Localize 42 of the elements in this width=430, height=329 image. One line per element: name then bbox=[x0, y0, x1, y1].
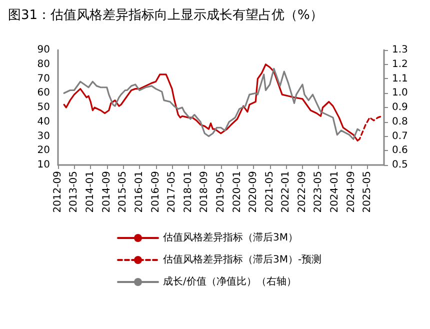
y-tick-label: 10 bbox=[37, 160, 50, 170]
y-tick-label: 90 bbox=[37, 44, 50, 56]
x-tick-label: 2016-09 bbox=[150, 171, 162, 213]
x-tick-label: 2022-09 bbox=[296, 171, 308, 213]
x-tick-label: 2018-09 bbox=[199, 171, 210, 213]
x-tick-label: 2023-05 bbox=[313, 171, 324, 213]
x-tick-label: 2024-01 bbox=[330, 171, 341, 213]
x-tick-label: 2022-01 bbox=[280, 171, 292, 213]
y2-tick-label: 1.2 bbox=[392, 58, 408, 70]
y2-tick-label: 0.7 bbox=[392, 130, 408, 142]
x-tick-label: 2021-05 bbox=[264, 171, 276, 213]
y2-tick-label: 1.0 bbox=[392, 88, 408, 99]
legend-label: 估值风格差异指标（滞后3M）-预测 bbox=[163, 254, 322, 266]
x-tick-label: 2017-05 bbox=[166, 171, 178, 213]
chart-title: 图31：估值风格差异指标向上显示成长有望占优（%） bbox=[8, 8, 323, 23]
y2-tick-label: 1.3 bbox=[392, 44, 408, 56]
legend-label: 成长/价值（净值比）（右轴） bbox=[163, 276, 296, 288]
x-tick-label: 2012-09 bbox=[52, 171, 64, 213]
y2-tick-label: 0.8 bbox=[392, 116, 408, 128]
x-tick-label: 2024-09 bbox=[346, 171, 357, 213]
x-tick-label: 2020-09 bbox=[248, 171, 260, 213]
y-tick-label: 20 bbox=[37, 145, 50, 156]
x-tick-label: 2020-01 bbox=[232, 171, 243, 213]
y2-tick-label: 1.1 bbox=[392, 73, 408, 84]
x-tick-label: 2016-01 bbox=[134, 171, 145, 213]
x-tick-label: 2014-09 bbox=[101, 171, 112, 213]
x-tick-label: 2018-01 bbox=[182, 171, 194, 213]
y2-tick-label: 0.6 bbox=[392, 145, 408, 156]
y-tick-label: 80 bbox=[37, 58, 50, 70]
y-tick-label: 30 bbox=[37, 130, 50, 142]
y-tick-label: 50 bbox=[37, 102, 50, 113]
x-tick-label: 2014-01 bbox=[85, 171, 96, 213]
y-tick-label: 60 bbox=[37, 88, 50, 99]
x-tick-label: 2013-05 bbox=[68, 171, 80, 213]
legend-label: 估值风格差异指标（滞后3M） bbox=[163, 232, 298, 244]
y2-tick-label: 0.9 bbox=[392, 102, 408, 113]
x-tick-label: 2015-05 bbox=[118, 171, 129, 213]
x-tick-label: 2025-05 bbox=[362, 171, 374, 213]
y-tick-label: 70 bbox=[37, 73, 50, 84]
y2-tick-label: 0.5 bbox=[392, 160, 408, 170]
y-tick-label: 40 bbox=[37, 116, 50, 128]
x-tick-label: 2019-05 bbox=[215, 171, 226, 213]
